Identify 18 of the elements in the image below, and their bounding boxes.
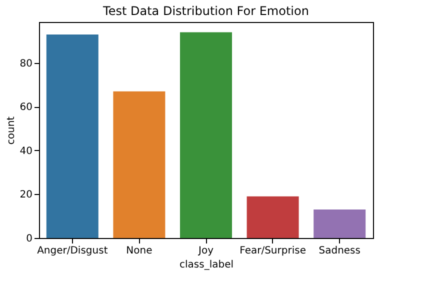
y-axis-title: count [6,116,17,145]
y-tick-label: 80 [20,58,32,70]
bar [180,32,232,238]
x-tick-label: None [126,246,152,256]
x-tick-label: Sadness [318,246,360,256]
x-tick-label: Anger/Disgust [37,246,108,256]
bar [46,34,98,238]
bar [246,196,299,238]
y-tick-label: 60 [20,102,32,114]
x-tick-label: Joy [198,246,214,256]
y-tick-label: 40 [20,146,32,157]
bar [113,91,166,238]
bar [314,210,366,238]
y-tick-label: 20 [20,190,32,201]
x-axis-title: class_label [179,260,234,270]
y-tick-label: 0 [26,234,32,244]
chart-title: Test Data Distribution For Emotion [102,4,309,18]
x-tick-label: Fear/Surprise [240,246,306,256]
